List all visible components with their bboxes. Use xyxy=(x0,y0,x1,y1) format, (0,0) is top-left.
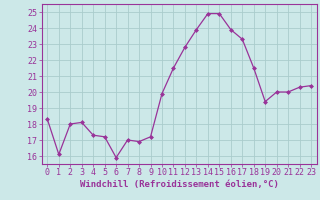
X-axis label: Windchill (Refroidissement éolien,°C): Windchill (Refroidissement éolien,°C) xyxy=(80,180,279,189)
